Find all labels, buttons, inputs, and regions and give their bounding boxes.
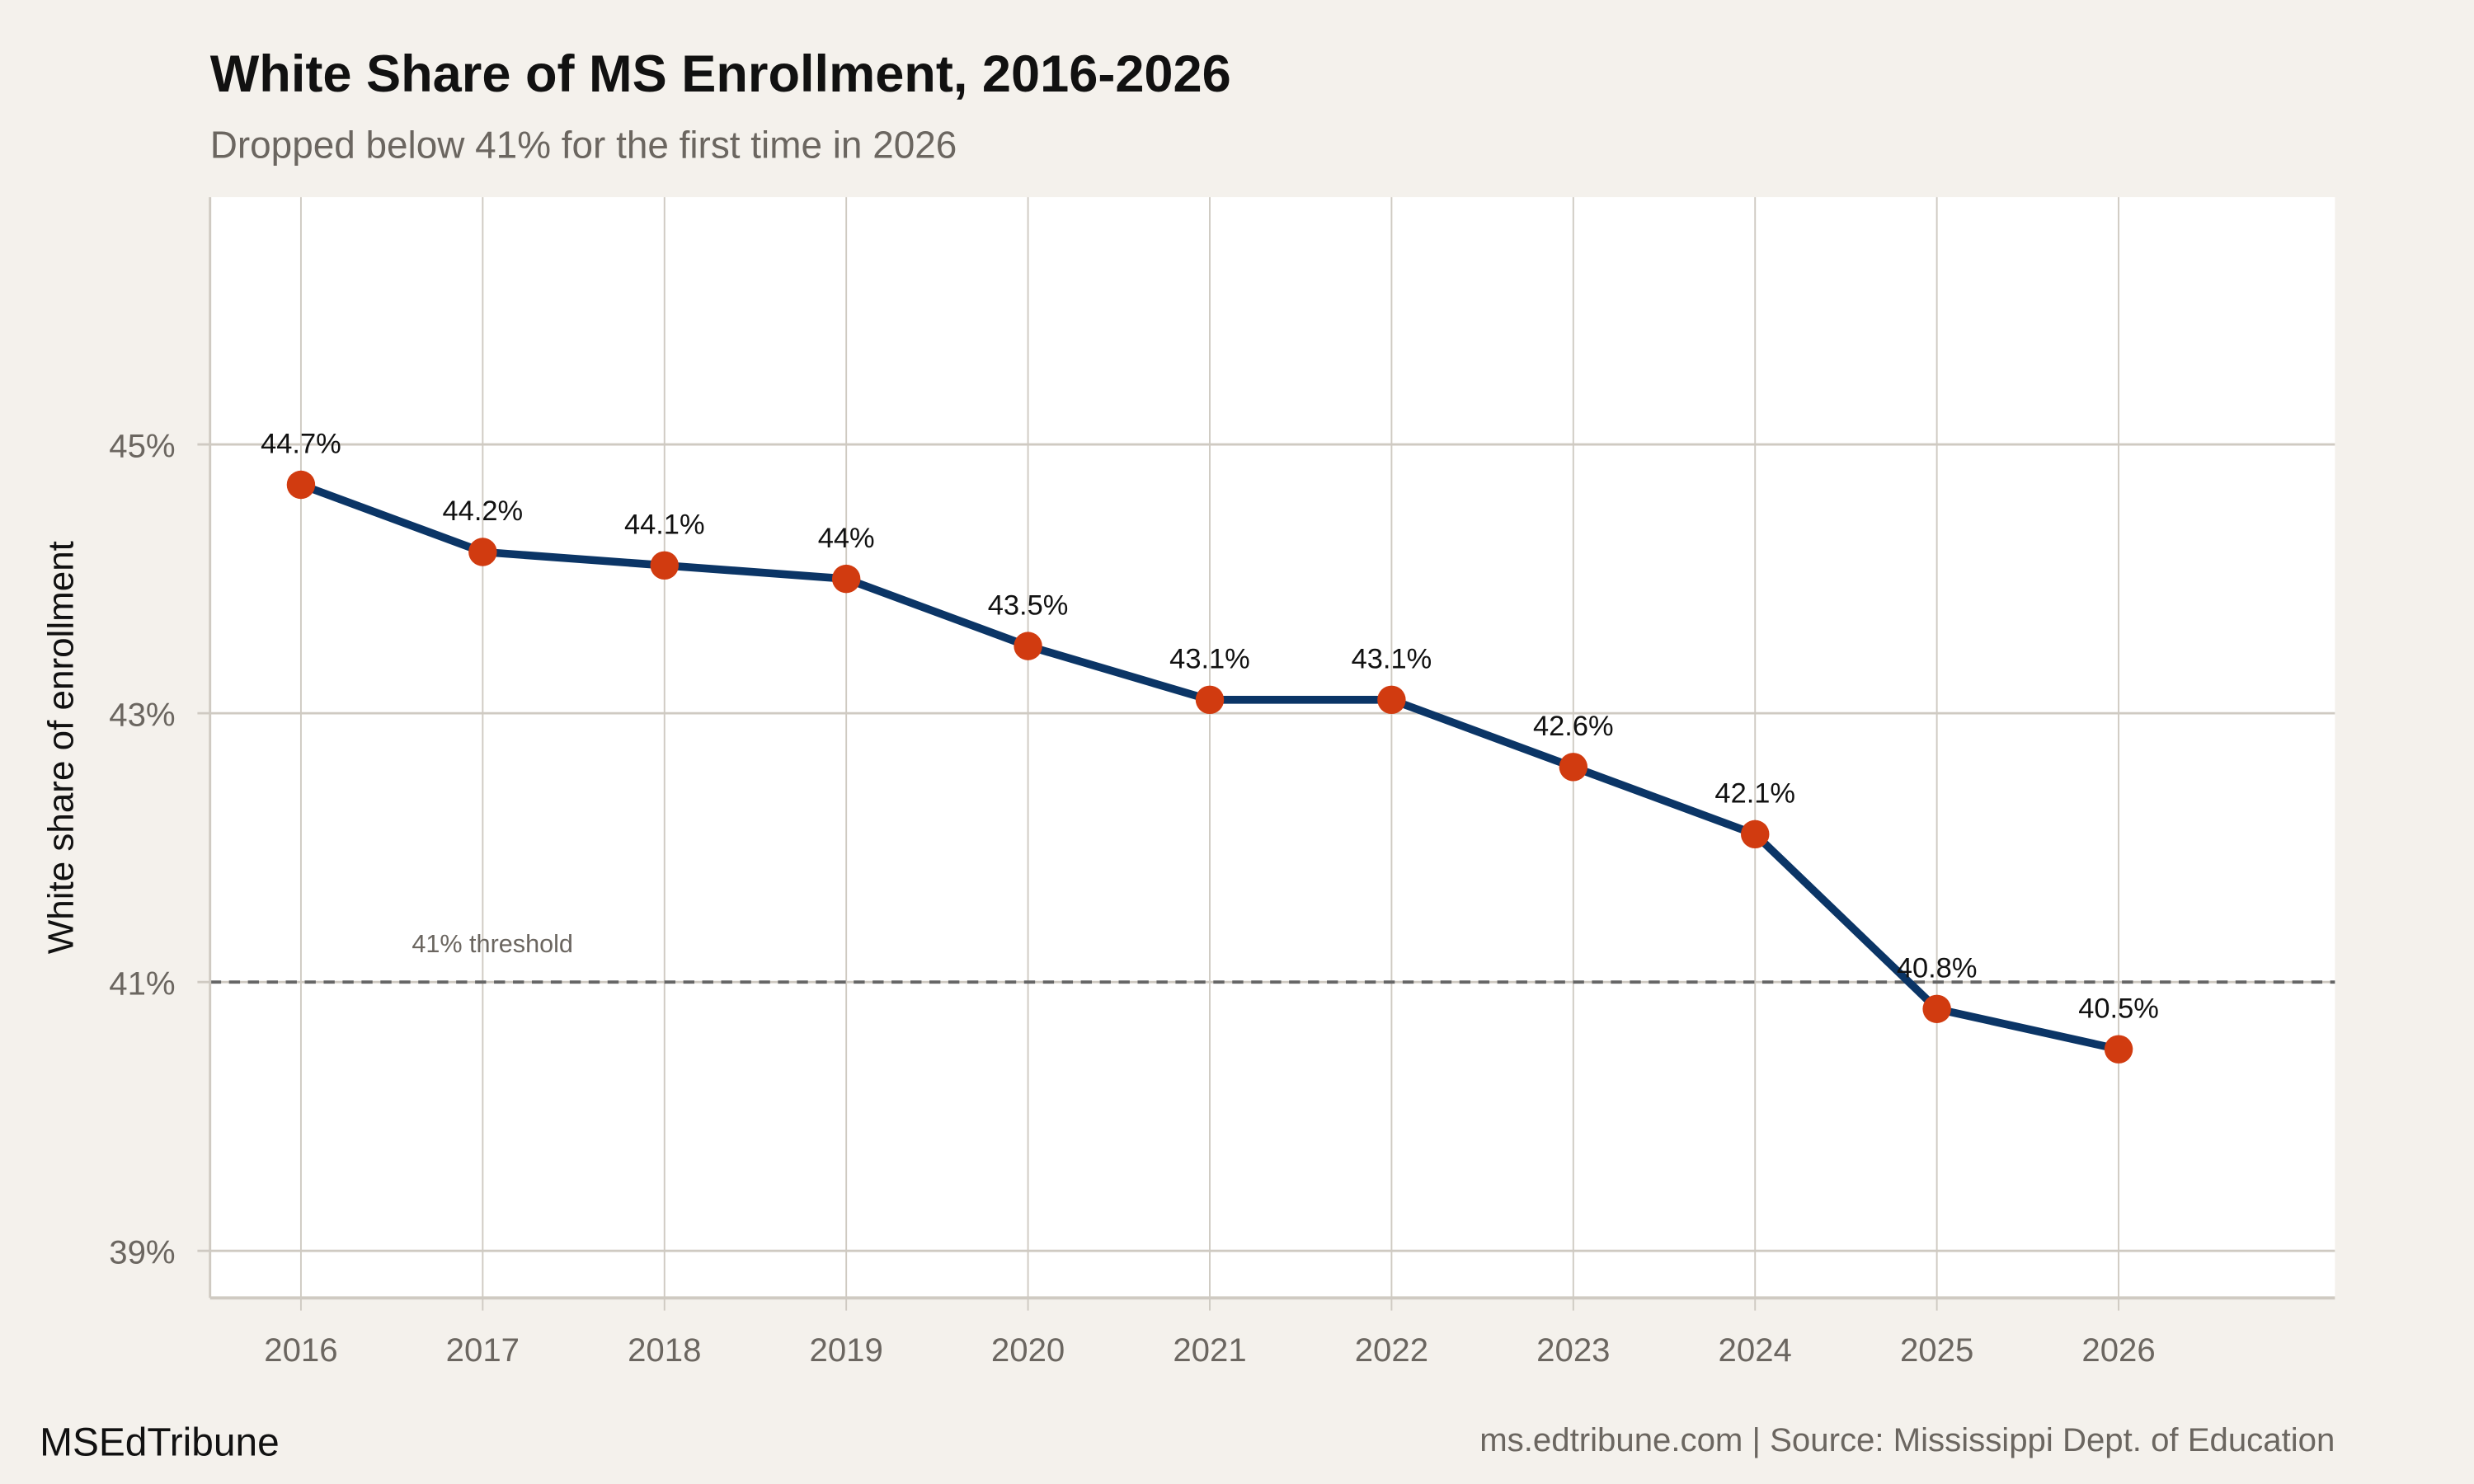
data-point bbox=[1559, 753, 1588, 782]
x-tick-label: 2020 bbox=[991, 1331, 1065, 1369]
axes-group: 2016 2017 2018 2019 2020 2021 2022 2023 2024 2025… bbox=[109, 197, 2335, 1369]
x-tick-label: 2018 bbox=[628, 1331, 701, 1369]
data-label: 43.5% bbox=[988, 589, 1069, 621]
x-tick-label: 2017 bbox=[446, 1331, 520, 1369]
data-point bbox=[1195, 685, 1225, 715]
data-label: 42.6% bbox=[1533, 711, 1614, 742]
y-axis-label: White share of enrollment bbox=[40, 541, 81, 954]
data-point bbox=[2104, 1035, 2133, 1064]
data-label: 44.1% bbox=[624, 510, 705, 541]
x-tick-label: 2023 bbox=[1536, 1331, 1610, 1369]
data-label: 43.1% bbox=[1352, 644, 1432, 675]
source-caption: ms.edtribune.com | Source: Mississippi D… bbox=[1479, 1421, 2335, 1458]
data-point bbox=[286, 470, 316, 500]
data-point bbox=[468, 538, 497, 566]
y-tick-label: 43% bbox=[109, 696, 175, 733]
x-tick-label: 2024 bbox=[1719, 1331, 1792, 1369]
x-tick-label: 2022 bbox=[1355, 1331, 1428, 1369]
threshold-label: 41% threshold bbox=[412, 930, 573, 958]
chart-subtitle: Dropped below 41% for the first time in … bbox=[210, 123, 957, 166]
data-label: 44.7% bbox=[261, 429, 341, 460]
data-point bbox=[1014, 632, 1042, 660]
y-tick-label: 41% bbox=[109, 965, 175, 1002]
x-tick-label: 2019 bbox=[810, 1331, 883, 1369]
data-point bbox=[1377, 685, 1406, 715]
data-label: 43.1% bbox=[1169, 644, 1250, 675]
data-label: 42.1% bbox=[1714, 778, 1795, 810]
gridlines bbox=[197, 197, 2335, 1311]
data-label: 40.8% bbox=[1897, 953, 1978, 984]
y-tick-label: 45% bbox=[109, 427, 175, 464]
series-group: 44.7% 44.2% 44.1% 44% 43.5% 43.1% 43.1% 42.6% 42… bbox=[261, 429, 2159, 1064]
plot-panel bbox=[209, 197, 2335, 1298]
data-point bbox=[1922, 994, 1951, 1023]
data-label: 44.2% bbox=[443, 495, 524, 527]
x-tick-label: 2026 bbox=[2081, 1331, 2155, 1369]
chart-title: White Share of MS Enrollment, 2016-2026 bbox=[210, 45, 1231, 103]
data-point bbox=[831, 564, 861, 594]
brand-logo-text: MSEdTribune bbox=[40, 1421, 280, 1465]
data-label: 44% bbox=[818, 523, 875, 554]
y-tick-label: 39% bbox=[109, 1234, 175, 1271]
x-tick-label: 2025 bbox=[1900, 1331, 1973, 1369]
data-point bbox=[1741, 819, 1770, 849]
data-point bbox=[650, 551, 679, 580]
x-tick-label: 2016 bbox=[264, 1331, 337, 1369]
reference-line-group: 41% threshold bbox=[209, 930, 2335, 984]
data-label: 40.5% bbox=[2078, 993, 2159, 1024]
x-tick-label: 2021 bbox=[1173, 1331, 1246, 1369]
